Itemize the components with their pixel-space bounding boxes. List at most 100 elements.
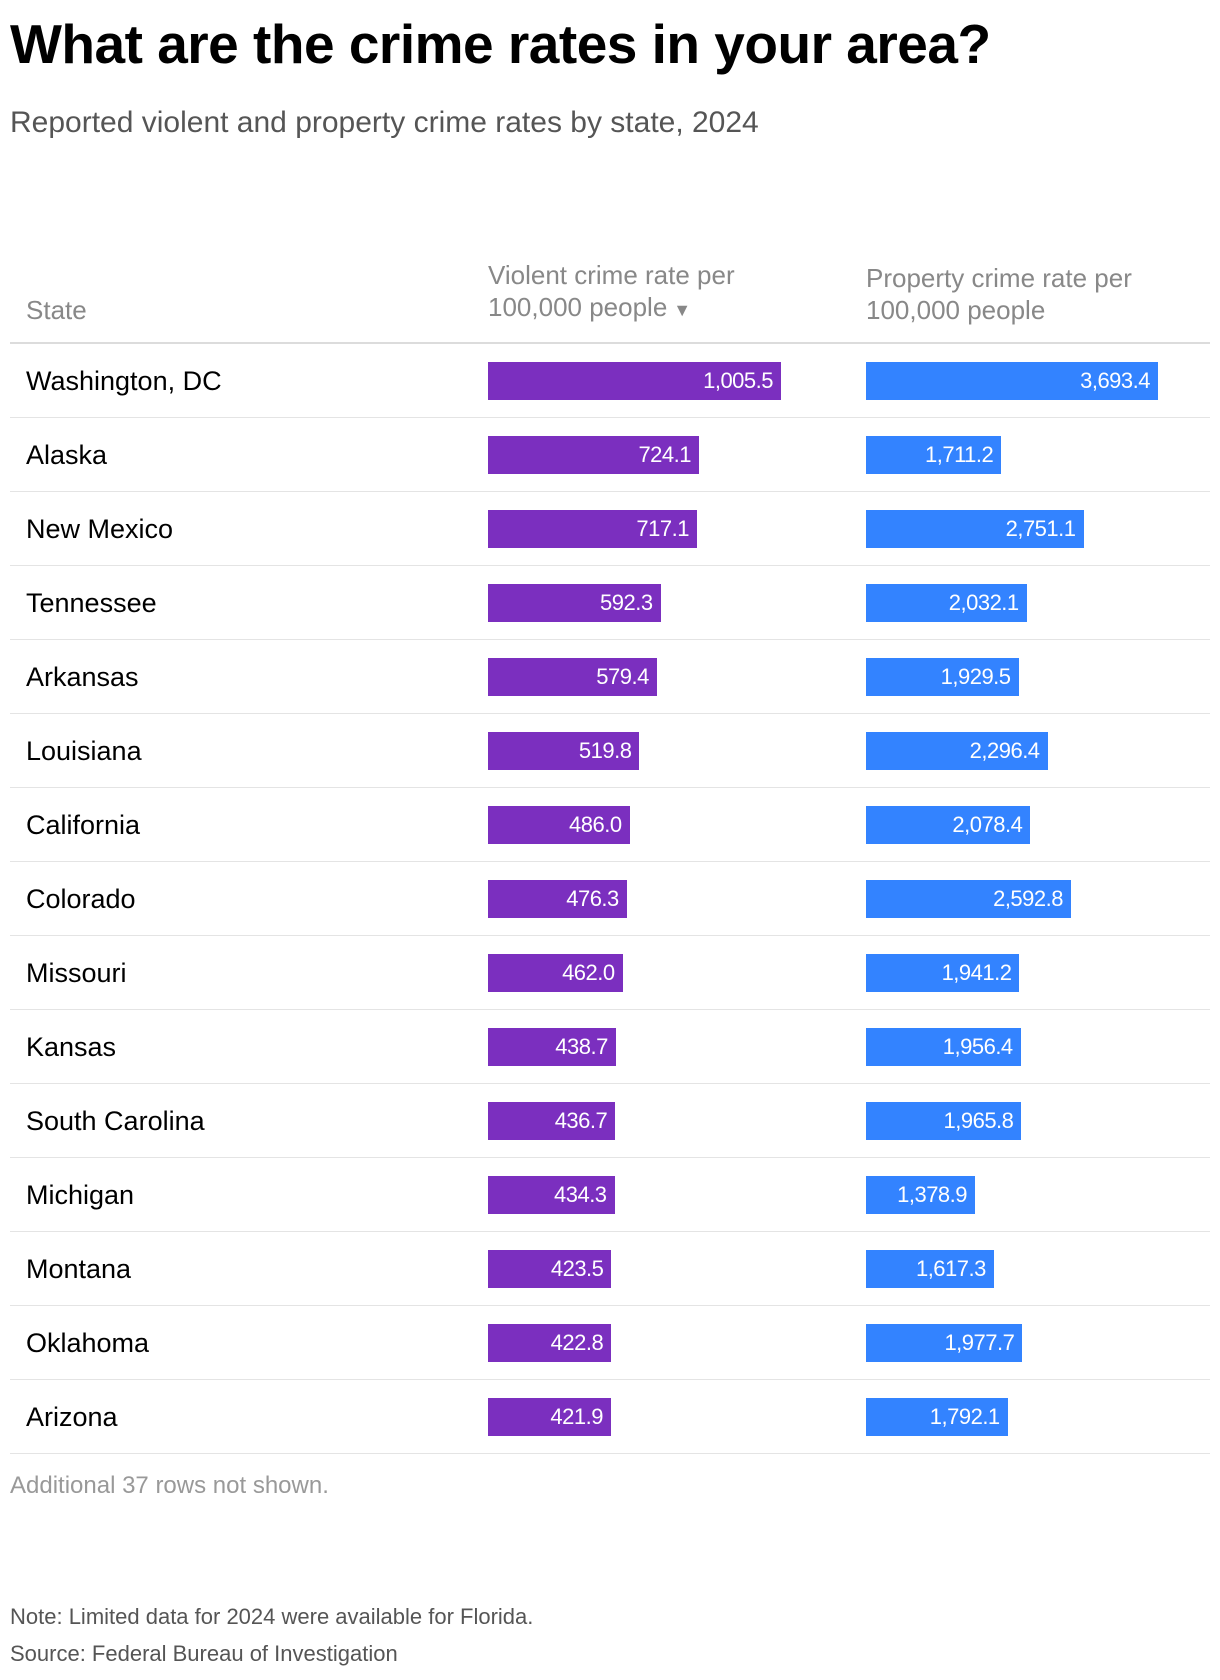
state-name: Colorado [26,884,136,914]
property-crime-bar: 3,693.4 [866,362,1158,400]
state-name: Louisiana [26,736,142,766]
property-crime-value: 1,711.2 [925,442,994,467]
violent-crime-value: 486.0 [569,812,622,837]
violent-crime-value: 724.1 [638,442,691,467]
property-crime-value: 1,929.5 [940,664,1011,689]
violent-crime-bar: 422.8 [488,1324,612,1362]
violent-crime-bar: 724.1 [488,436,699,474]
violent-crime-value: 436.7 [554,1108,608,1133]
state-name: Montana [26,1254,132,1284]
table-row: Louisiana 519.8 2,296.4 [10,714,1210,788]
column-header-state-label: State [26,295,87,325]
property-crime-value: 1,617.3 [915,1256,986,1281]
property-crime-bar: 2,751.1 [866,510,1084,548]
violent-crime-bar: 592.3 [488,584,661,622]
violent-crime-value: 423.5 [550,1256,604,1281]
violent-crime-value: 592.3 [600,590,653,615]
violent-crime-value: 519.8 [578,738,632,763]
property-crime-value: 2,592.8 [993,886,1063,911]
property-crime-value: 2,751.1 [1005,516,1076,541]
state-name: California [26,810,141,840]
property-crime-bar: 2,078.4 [866,806,1031,844]
violent-crime-bar: 423.5 [488,1250,612,1288]
table-row: Montana 423.5 1,617.3 [10,1232,1210,1306]
property-crime-value: 1,956.4 [942,1034,1013,1059]
violent-crime-bar: 519.8 [488,732,640,770]
property-crime-value: 1,792.1 [929,1404,1000,1429]
state-name: Washington, DC [26,366,222,396]
table-row: Arkansas 579.4 1,929.5 [10,640,1210,714]
violent-crime-bar: 436.7 [488,1102,616,1140]
table-row: Colorado 476.3 2,592.8 [10,862,1210,936]
violent-crime-value: 1,005.5 [703,368,773,393]
property-crime-bar: 2,032.1 [866,584,1027,622]
table-row: Missouri 462.0 1,941.2 [10,936,1210,1010]
chart-title: What are the crime rates in your area? [10,13,991,75]
property-crime-bar: 2,296.4 [866,732,1048,770]
column-header-state[interactable]: State [26,294,87,326]
table-row: Kansas 438.7 1,956.4 [10,1010,1210,1084]
column-header-violent-line1: Violent crime rate per [488,260,735,290]
violent-crime-bar: 462.0 [488,954,623,992]
source-note: Source: Federal Bureau of Investigation [10,1641,398,1666]
violent-crime-bar: 434.3 [488,1176,615,1214]
table-header: State Violent crime rate per 100,000 peo… [10,256,1210,344]
property-crime-value: 2,296.4 [969,738,1040,763]
violent-crime-value: 476.3 [566,886,619,911]
property-crime-bar: 2,592.8 [866,880,1071,918]
property-crime-bar: 1,711.2 [866,436,1002,474]
table-row: Michigan 434.3 1,378.9 [10,1158,1210,1232]
property-crime-value: 1,965.8 [943,1108,1014,1133]
property-crime-value: 1,378.9 [897,1182,968,1207]
column-header-property[interactable]: Property crime rate per 100,000 people [866,262,1196,326]
violent-crime-value: 421.9 [550,1404,603,1429]
property-crime-bar: 1,378.9 [866,1176,976,1214]
table-row: California 486.0 2,078.4 [10,788,1210,862]
state-name: Tennessee [26,588,157,618]
table-row: Alaska 724.1 1,711.2 [10,418,1210,492]
property-crime-value: 1,941.2 [941,960,1012,985]
table-row: Tennessee 592.3 2,032.1 [10,566,1210,640]
table-body: Washington, DC 1,005.5 3,693.4 Alaska 724.1 1… [10,344,1210,1454]
property-crime-bar: 1,965.8 [866,1102,1022,1140]
violent-crime-value: 438.7 [555,1034,608,1059]
state-name: Arizona [26,1402,118,1432]
violent-crime-bar: 421.9 [488,1398,611,1436]
property-crime-bar: 1,617.3 [866,1250,994,1288]
table-row: New Mexico 717.1 2,751.1 [10,492,1210,566]
state-name: Kansas [26,1032,117,1062]
violent-crime-bar: 486.0 [488,806,630,844]
property-crime-value: 2,078.4 [952,812,1023,837]
table-row: South Carolina 436.7 1,965.8 [10,1084,1210,1158]
property-crime-bar: 1,977.7 [866,1324,1023,1362]
property-crime-bar: 1,929.5 [866,658,1019,696]
property-crime-bar: 1,956.4 [866,1028,1021,1066]
property-crime-value: 2,032.1 [948,590,1019,615]
column-header-property-line1: Property crime rate per [866,263,1132,293]
crime-rate-table: State Violent crime rate per 100,000 peo… [10,256,1210,1454]
state-name: Oklahoma [26,1328,150,1358]
property-crime-bar: 1,792.1 [866,1398,1008,1436]
violent-crime-value: 422.8 [550,1330,604,1355]
state-name: Alaska [26,440,108,470]
state-name: Arkansas [26,662,139,692]
triangle-down-icon: ▼ [673,300,692,320]
violent-crime-bar: 717.1 [488,510,697,548]
violent-crime-bar: 438.7 [488,1028,616,1066]
state-name: Missouri [26,958,127,988]
chart-subtitle: Reported violent and property crime rate… [10,106,759,139]
column-header-violent[interactable]: Violent crime rate per 100,000 people ▼ [488,259,818,326]
property-crime-value: 1,977.7 [944,1330,1015,1355]
violent-crime-value: 434.3 [553,1182,607,1207]
state-name: South Carolina [26,1106,205,1136]
column-header-violent-line2: 100,000 people [488,292,668,322]
table-row: Oklahoma 422.8 1,977.7 [10,1306,1210,1380]
column-header-property-line2: 100,000 people [866,295,1046,325]
state-name: New Mexico [26,514,174,544]
state-name: Michigan [26,1180,135,1210]
violent-crime-bar: 476.3 [488,880,627,918]
footnote: Note: Limited data for 2024 were availab… [10,1604,534,1629]
violent-crime-bar: 1,005.5 [488,362,781,400]
violent-crime-bar: 579.4 [488,658,657,696]
violent-crime-value: 717.1 [636,516,689,541]
